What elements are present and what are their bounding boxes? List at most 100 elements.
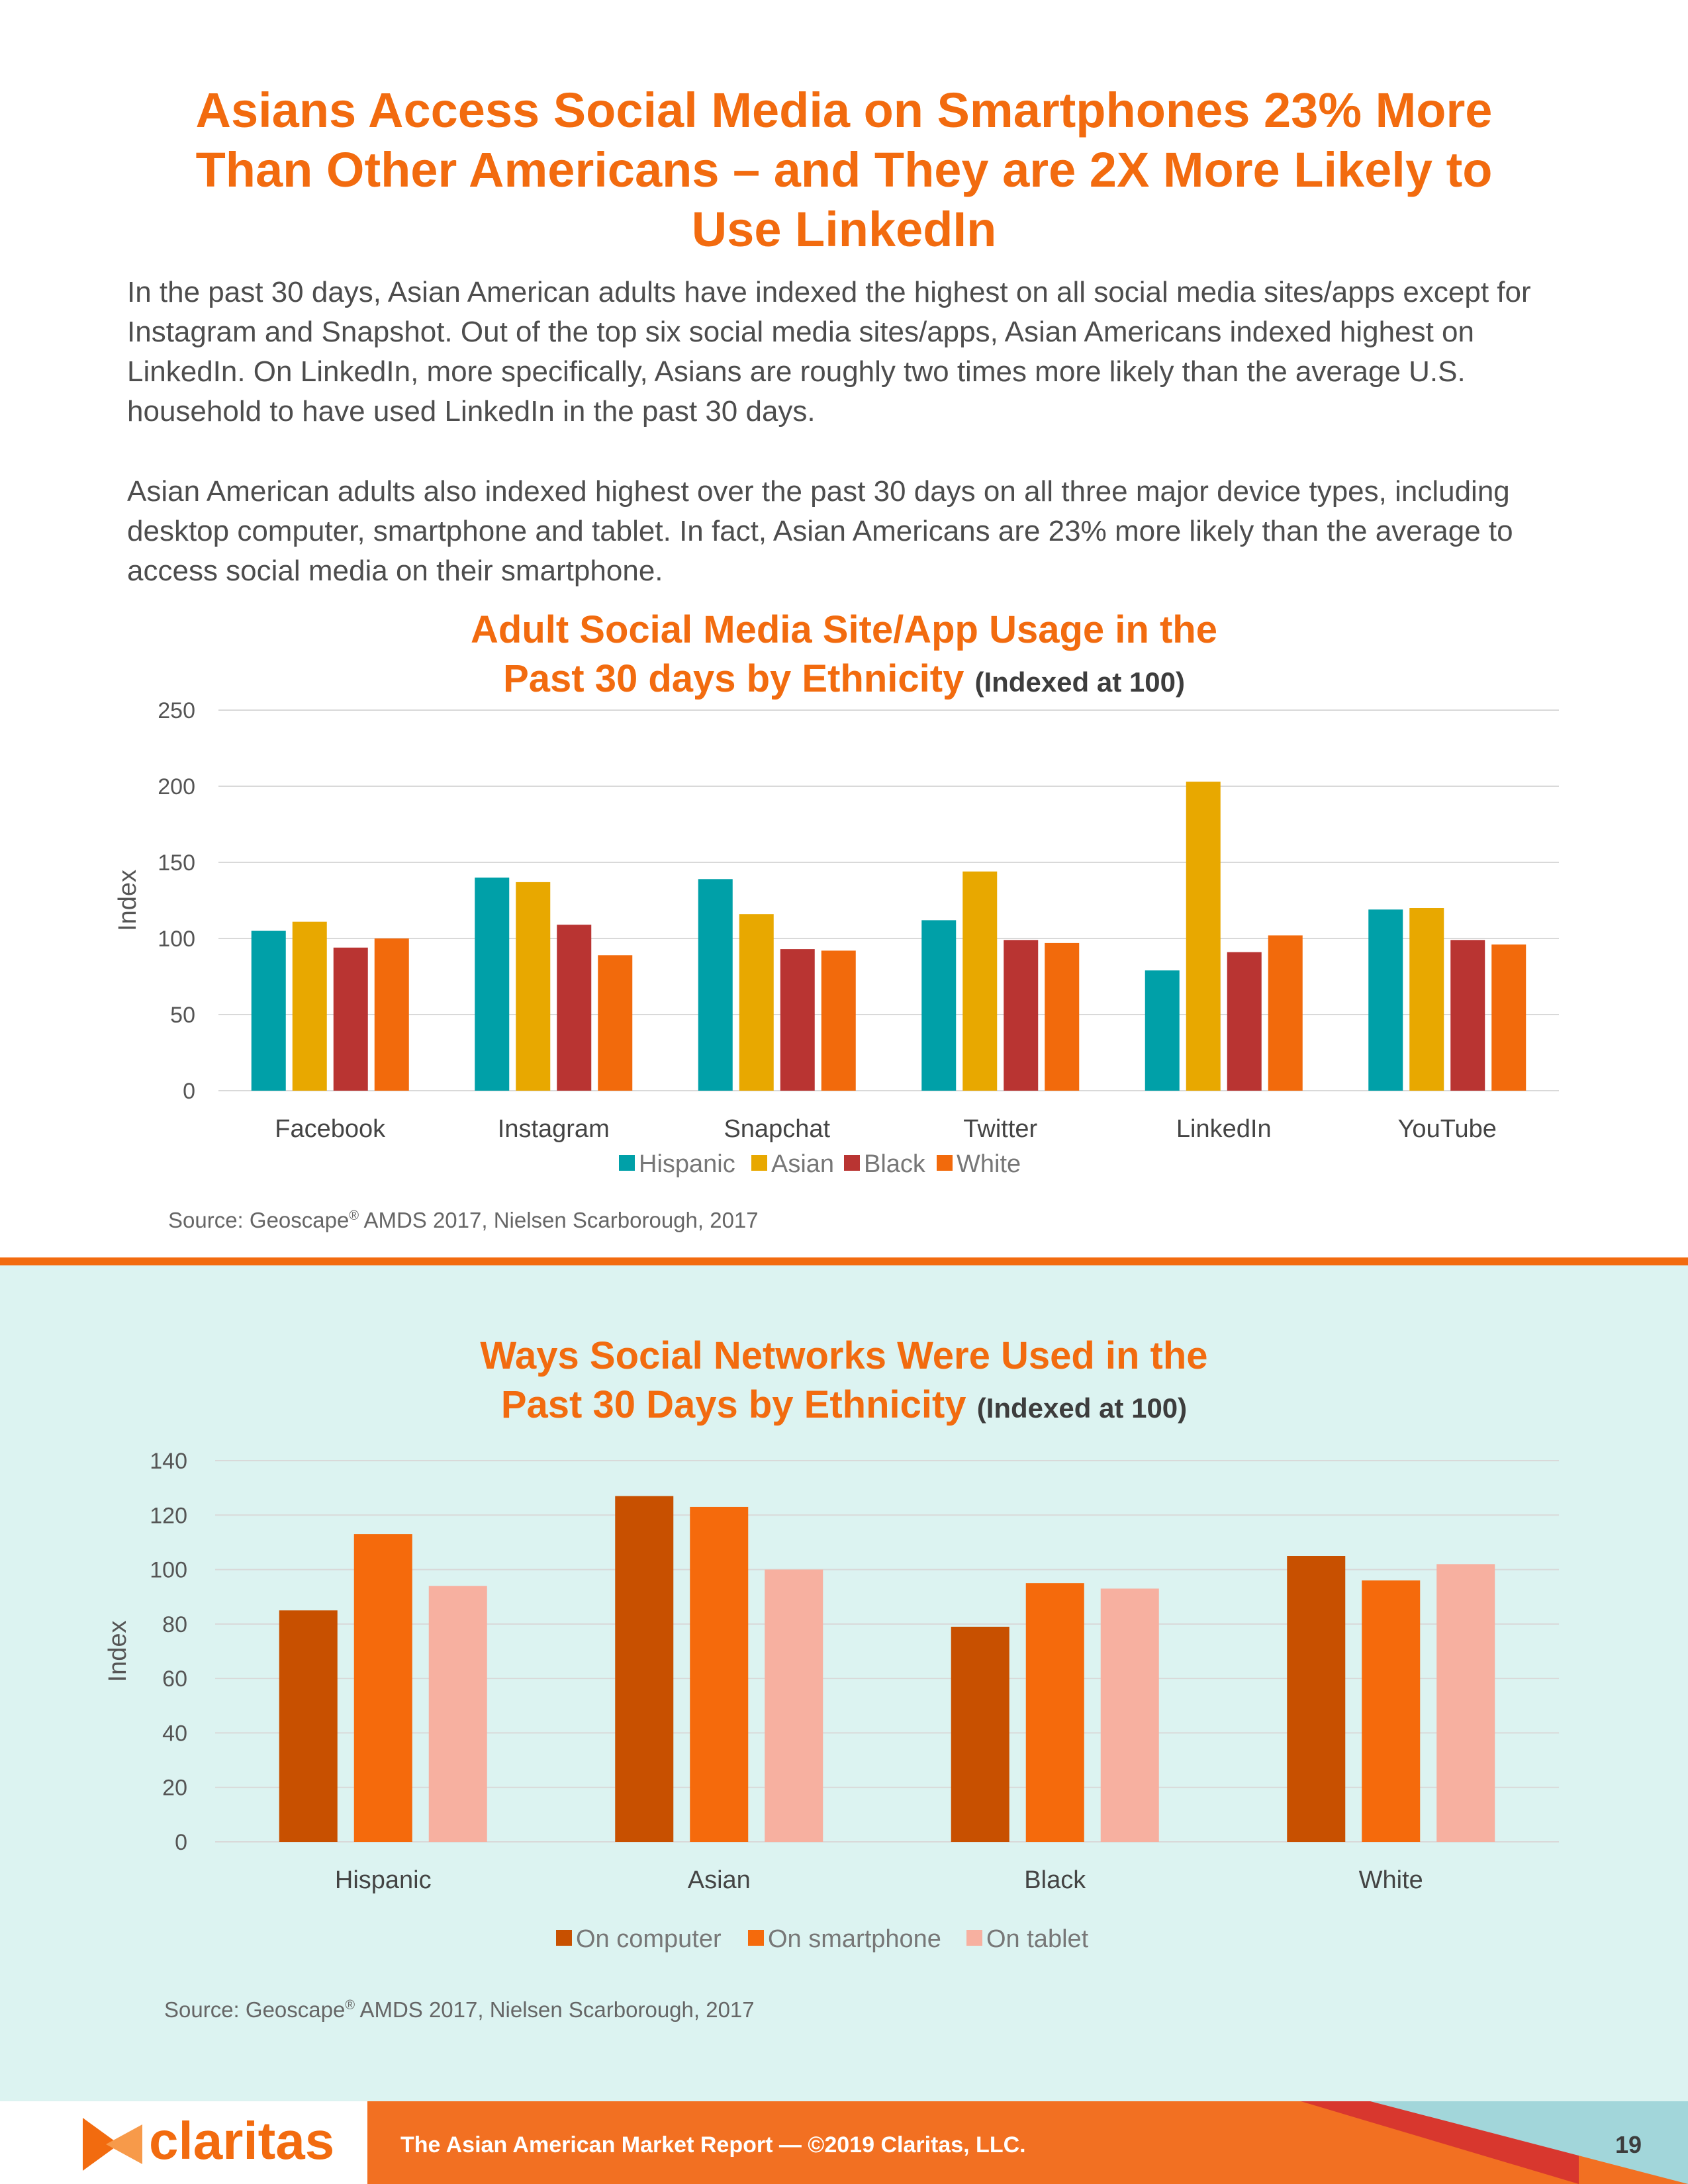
bar-hispanic [1145,970,1180,1091]
bar-asian [962,871,998,1091]
bar-black [333,947,368,1091]
bar-asian [292,921,327,1091]
bar-on-tablet [1436,1564,1495,1842]
x-category-label: YouTube [1398,1115,1497,1143]
source-text-rest: AMDS 2017, Nielsen Scarborough, 2017 [359,1208,759,1232]
y-axis-label: Index [114,870,142,931]
page-title-line: Use LinkedIn [691,202,997,257]
chart2-title: Ways Social Networks Were Used in the Pa… [199,1332,1489,1433]
bar-black [1004,940,1039,1091]
bar-hispanic [921,920,957,1091]
x-category-label: Instagram [498,1115,610,1143]
y-tick-label: 60 [162,1666,187,1692]
bar-hispanic [251,931,286,1091]
y-tick-label: 0 [183,1079,195,1104]
legend-label: Asian [771,1150,834,1178]
chart1-social-media-usage: 0 50 100 150 200 250 Index Facebook Instagram Sna… [114,698,1559,1178]
chart1-title-line1: Adult Social Media Site/App Usage in the [471,608,1217,651]
bar-on-computer [1287,1556,1346,1842]
bar-on-computer [615,1496,674,1842]
bar-hispanic [698,879,733,1091]
chart1-title: Adult Social Media Site/App Usage in the… [199,606,1489,707]
legend-swatch [748,1930,764,1946]
footer-accent-teal [1370,2101,1688,2184]
page-title-line: Than Other Americans – and They are 2X M… [195,142,1493,197]
bar-hispanic [475,878,510,1091]
source-text: Source: Geoscape [168,1208,350,1232]
intro-paragraph-2: Asian American adults also indexed highe… [127,475,1513,587]
y-tick-label: 200 [158,774,195,799]
logo-wordmark: claritas [149,2111,335,2170]
x-category-label: Black [1024,1866,1086,1894]
x-category-label: Asian [688,1866,751,1894]
chart1-title-line2: Past 30 days by Ethnicity [503,657,964,700]
footer-bar [367,2101,1688,2184]
chart2-source: Source: Geoscape® AMDS 2017, Nielsen Sca… [164,1997,755,2023]
bar-white [1045,942,1080,1091]
bar-asian [739,914,774,1091]
legend-label: On tablet [986,1925,1089,1953]
chart1-source: Source: Geoscape® AMDS 2017, Nielsen Sca… [168,1208,759,1233]
bar-white [821,950,856,1091]
legend-swatch [844,1155,860,1171]
registered-mark: ® [349,1208,359,1223]
bar-on-tablet [1100,1588,1159,1842]
y-tick-label: 250 [158,698,195,723]
bar-asian [1409,908,1444,1091]
bar-asian [1186,782,1221,1091]
claritas-logo: claritas [79,2111,357,2177]
x-category-label: Hispanic [335,1866,432,1894]
x-category-label: Snapchat [724,1115,830,1143]
legend-label: Hispanic [639,1150,735,1178]
footer-logo-area [0,2101,367,2184]
footer-copyright: The Asian American Market Report — ©2019… [400,2132,1026,2158]
x-category-label: White [1359,1866,1423,1894]
legend-swatch [556,1930,572,1946]
chart2-social-network-devices: 0 20 40 60 80 100 120 140 Index Hispanic Asian Blac… [104,1449,1559,1953]
claritas-logo-icon [83,2118,142,2171]
page-title-line: Asians Access Social Media on Smartphone… [195,83,1493,138]
bar-white [1491,944,1526,1091]
source-text: Source: Geoscape [164,1997,346,2022]
source-text-rest: AMDS 2017, Nielsen Scarborough, 2017 [355,1997,755,2022]
y-tick-label: 100 [158,927,195,952]
legend-label: Black [864,1150,926,1178]
y-axis-label: Index [104,1621,132,1682]
bar-black [1227,952,1262,1091]
chart2-title-suffix: (Indexed at 100) [976,1392,1188,1424]
x-category-label: Facebook [275,1115,386,1143]
y-tick-label: 80 [162,1612,187,1637]
bar-black [557,925,592,1091]
bar-asian [516,882,551,1091]
bar-black [1450,940,1485,1091]
y-tick-label: 40 [162,1721,187,1746]
y-tick-label: 120 [150,1503,187,1528]
legend-swatch [966,1930,982,1946]
y-tick-label: 140 [150,1449,187,1474]
bar-on-computer [279,1610,338,1842]
legend-swatch [619,1155,635,1171]
bar-on-smartphone [1025,1583,1084,1842]
y-tick-label: 150 [158,850,195,876]
bar-white [374,938,409,1091]
bar-on-smartphone [353,1534,412,1842]
legend-label: On computer [576,1925,722,1953]
y-tick-label: 20 [162,1776,187,1801]
bar-on-computer [951,1626,1009,1842]
bar-on-tablet [428,1586,487,1842]
bar-black [780,949,815,1091]
legend-swatch [751,1155,767,1171]
bar-on-smartphone [1362,1580,1421,1842]
x-category-label: Twitter [963,1115,1037,1143]
bar-hispanic [1368,909,1403,1091]
bar-white [598,955,633,1091]
legend-label: White [957,1150,1021,1178]
chart2-title-line1: Ways Social Networks Were Used in the [480,1334,1208,1377]
chart2-title-line2: Past 30 Days by Ethnicity [500,1383,966,1426]
legend-label: On smartphone [768,1925,941,1953]
intro-paragraph-1: In the past 30 days, Asian American adul… [127,276,1531,428]
y-tick-label: 50 [170,1003,195,1028]
y-tick-label: 100 [150,1558,187,1583]
bar-white [1268,935,1303,1091]
page-number: 19 [1615,2131,1642,2158]
